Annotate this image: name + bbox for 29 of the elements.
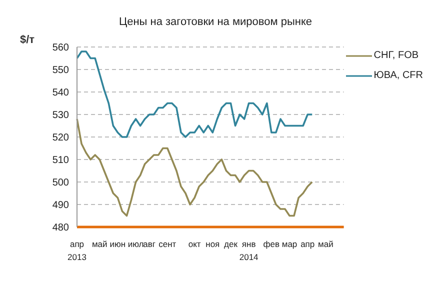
y-tick-label: 530 xyxy=(52,110,70,122)
y-tick-label: 490 xyxy=(52,200,70,212)
legend-label: СНГ, FOB xyxy=(374,50,419,61)
chart-title: Цены на заготовки на мировом рынке xyxy=(118,16,314,28)
x-tick-label: апр 2013 xyxy=(68,239,87,262)
line-series xyxy=(76,118,314,217)
x-tick-label: дек xyxy=(224,239,238,249)
line-series xyxy=(76,50,314,138)
y-tick-label: 550 xyxy=(52,65,70,76)
y-tick-label: 520 xyxy=(52,132,70,144)
y-tick-label: 480 xyxy=(52,222,70,234)
x-tick-label: мар xyxy=(282,239,298,249)
x-tick-label: июл xyxy=(128,239,144,249)
x-tick-label: май xyxy=(318,239,334,249)
y-axis-title: $/т xyxy=(20,34,35,46)
y-tick-label: 540 xyxy=(52,88,70,99)
y-tick-label: 500 xyxy=(52,178,70,189)
legend-label: ЮВА, CFR xyxy=(374,70,423,81)
y-tick-label: 560 xyxy=(52,42,70,54)
y-tick-label: 510 xyxy=(52,155,70,166)
x-tick-label: апр xyxy=(300,239,315,249)
x-tick-label: май xyxy=(92,239,108,249)
x-tick-label: июн xyxy=(110,239,126,249)
x-tick-label: янв 2014 xyxy=(239,239,259,262)
x-tick-label: фев xyxy=(263,239,280,249)
x-tick-label: сент xyxy=(158,239,176,249)
x-tick-label: окт xyxy=(188,239,201,249)
x-tick-label: ноя xyxy=(206,239,220,249)
x-tick-label: авг xyxy=(143,239,156,249)
